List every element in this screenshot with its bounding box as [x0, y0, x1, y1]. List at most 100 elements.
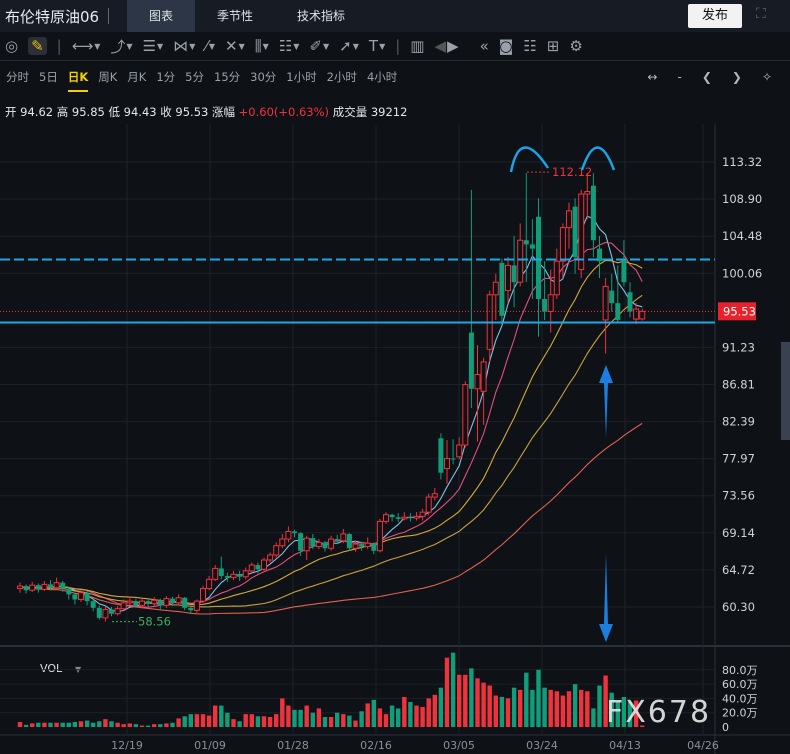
chevron-down-icon[interactable]: ▼ [189, 41, 196, 51]
candle-body [438, 438, 444, 473]
volume-bar [536, 669, 541, 727]
arrow-icon[interactable]: ➚ [339, 37, 352, 55]
vertical-lines-icon[interactable]: ⫼ [254, 37, 262, 55]
layout-list-icon[interactable]: ☷ [523, 37, 537, 55]
price-chart[interactable]: 113.32 108.90 104.48 100.06 91.23 86.81 82.39 7… [0, 124, 790, 754]
chevron-down-icon[interactable]: ▼ [262, 41, 269, 51]
candle-body [310, 538, 316, 547]
chevron-down-icon[interactable]: ▼ [352, 41, 359, 51]
volume-bar [621, 696, 627, 727]
fit-width-icon[interactable]: ↔ [647, 70, 658, 84]
volume-value: 39212 [370, 105, 408, 119]
period-3[interactable]: 周K [98, 70, 118, 84]
reset-icon[interactable]: ✧ [761, 70, 772, 84]
publish-button[interactable]: 发布 [688, 4, 742, 28]
open-value: 94.62 [20, 105, 54, 119]
volume-bar [164, 723, 169, 727]
tab-seasonality[interactable]: 季节性 [217, 9, 254, 23]
candle-body [584, 191, 591, 195]
next-icon[interactable]: ▶ [447, 37, 459, 55]
period-6[interactable]: 5分 [185, 70, 204, 84]
period-11[interactable]: 4小时 [366, 70, 398, 84]
chevron-down-icon[interactable]: ▼ [208, 41, 216, 51]
candle-body [200, 588, 206, 602]
low-label: 低 [108, 105, 121, 119]
period-10[interactable]: 2小时 [326, 70, 357, 84]
candle-body [96, 607, 102, 618]
volume-tick: 60.0万 [722, 678, 758, 691]
candle-body [48, 584, 53, 588]
volume-bar [286, 705, 291, 727]
candle-body [456, 444, 463, 458]
ray-icon[interactable]: ⁄ [205, 37, 208, 55]
volume-bar [481, 682, 486, 727]
date-tick: 04/26 [687, 739, 719, 752]
pencil-icon[interactable]: ✎ [28, 37, 47, 55]
chevron-down-icon[interactable]: ▼ [379, 41, 386, 51]
scroll-left-icon[interactable]: ❮ [701, 70, 712, 84]
candle-body [376, 520, 383, 552]
volume-bar [48, 722, 53, 727]
volume-bar [353, 720, 358, 727]
camera-icon[interactable]: ◙ [498, 37, 514, 55]
chevron-down-icon[interactable]: ▼ [126, 41, 133, 51]
chevron-down-icon[interactable]: ▼ [323, 41, 330, 51]
candle-body [17, 585, 23, 590]
zoom-out-icon[interactable]: - [677, 70, 682, 84]
tab-chart[interactable]: 图表 [127, 0, 196, 32]
brush-icon[interactable]: ✐ [309, 37, 322, 55]
candle-chart-icon[interactable]: ▥ [410, 37, 425, 55]
rewind-icon[interactable]: « [479, 37, 489, 55]
chevron-down-icon[interactable]: ▼ [293, 41, 300, 51]
candle-body [523, 240, 529, 245]
circle-tool-icon[interactable]: ◎ [5, 37, 19, 55]
parallel-lines-icon[interactable]: ☰ [142, 37, 157, 55]
chevron-down-icon[interactable]: ▼ [94, 41, 101, 51]
settings-icon[interactable]: ⚙ [569, 37, 583, 55]
volume-bar [274, 714, 279, 727]
drawing-toolbar: ◎ ✎ | ⟷ ▼ ⤴ ▼ ☰ ▼ ⋈ ▼ ⁄ ▼ ✕ ▼ ⫼ ▼ ☷ ▼ ✐ ▼ ➚ ▼ T ▼ |… [0, 32, 790, 61]
period-0[interactable]: 分时 [6, 70, 29, 84]
text-icon[interactable]: T [368, 37, 379, 55]
fullscreen-icon[interactable]: ⛶ [756, 6, 766, 22]
candle-body [371, 543, 377, 551]
period-7[interactable]: 15分 [214, 70, 241, 84]
candle-body [602, 285, 609, 321]
volume-bar [560, 695, 566, 727]
volume-bar [530, 689, 535, 727]
volume-bar [225, 712, 230, 727]
prev-icon[interactable]: ◀ [434, 37, 447, 55]
candle-body [72, 594, 78, 600]
candle-body [90, 601, 96, 608]
channel-icon[interactable]: ☷ [278, 37, 293, 55]
period-8[interactable]: 30分 [250, 70, 277, 84]
candle-body [340, 533, 347, 542]
curve-icon[interactable]: ⤴ [110, 37, 126, 56]
close-value: 95.53 [175, 105, 209, 119]
period-9[interactable]: 1小时 [286, 70, 317, 84]
cross-lines-icon[interactable]: ✕ [225, 37, 238, 55]
volume-bar [182, 716, 187, 727]
period-2[interactable]: 日K [67, 62, 89, 92]
tab-indicators[interactable]: 技术指标 [297, 9, 346, 23]
period-1[interactable]: 5日 [39, 70, 58, 84]
candle-body [559, 227, 566, 262]
volume-bar [127, 723, 132, 727]
line-icon[interactable]: ⟷ [71, 37, 94, 55]
chevron-down-icon[interactable]: ▼ [157, 41, 164, 51]
scrollbar[interactable] [781, 342, 790, 440]
fork-icon[interactable]: ⋈ [173, 37, 189, 55]
date-tick: 03/24 [526, 739, 558, 752]
candle-body [352, 543, 359, 549]
candle-body [359, 544, 365, 547]
grid-icon[interactable]: ⊞ [546, 37, 560, 55]
volume-bar [359, 711, 364, 727]
candle-body [218, 568, 224, 576]
period-5[interactable]: 1分 [156, 70, 176, 84]
scroll-right-icon[interactable]: ❯ [731, 70, 742, 84]
candle-body [401, 516, 408, 520]
period-4[interactable]: 月K [127, 70, 147, 84]
volume-bar [133, 724, 139, 727]
volume-bar [591, 708, 596, 727]
chevron-down-icon[interactable]: ▼ [238, 41, 245, 51]
